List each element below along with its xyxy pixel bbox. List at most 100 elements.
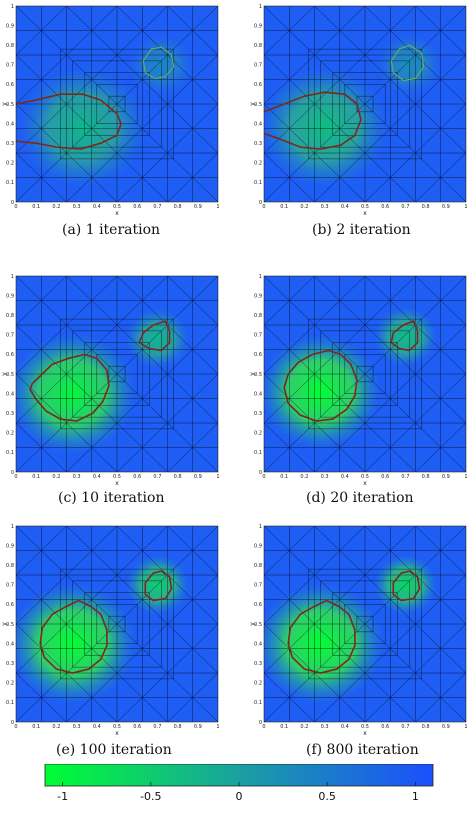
- y-tick-label: 0.1: [6, 180, 14, 186]
- y-tick-label: 0.5: [254, 622, 262, 628]
- y-tick-label: 1: [259, 524, 262, 530]
- y-tick-label: 0: [11, 200, 14, 206]
- x-tick-label: 0.2: [300, 724, 308, 730]
- interface-1: [283, 349, 358, 422]
- axes-frame: [263, 275, 467, 473]
- y-tick-label: 0.1: [6, 450, 14, 456]
- mesh: [16, 6, 218, 202]
- caption-f: (f) 800 iteration: [306, 742, 419, 758]
- x-tick-label: 0.7: [401, 204, 409, 210]
- x-tick-label: 0.8: [174, 474, 182, 480]
- plot-a: 0 0.1 0.2 0.3 0.4 0.5 0.6 0.7 0.8 0.9 1 0 0.1 0.2 0.3 0…: [1, 4, 220, 217]
- y-axis-label: y: [249, 372, 256, 376]
- phase-blob1: [16, 334, 136, 454]
- y-tick-label: 0.3: [254, 411, 262, 417]
- mesh: [16, 526, 218, 722]
- panel-c: 0 0.1 0.2 0.3 0.4 0.5 0.6 0.7 0.8 0.9 1 0 0.1 0.2 0.3 0…: [1, 270, 224, 488]
- x-tick-label: 0.1: [32, 724, 40, 730]
- y-tick-label: 0.1: [6, 700, 14, 706]
- y-tick-label: 0.7: [6, 63, 14, 69]
- x-tick-label: 0.8: [174, 724, 182, 730]
- y-tick-label: 0.2: [254, 431, 262, 437]
- x-tick-label: 0.4: [341, 724, 349, 730]
- y-tick-label: 0.7: [6, 583, 14, 589]
- interface-2: [390, 44, 425, 82]
- axes-frame: [15, 275, 219, 473]
- phase-blob2: [374, 307, 437, 367]
- y-tick-label: 0.2: [6, 681, 14, 687]
- x-tick-label: 0.8: [174, 204, 182, 210]
- x-tick-label: 0.5: [113, 474, 121, 480]
- y-tick-label: 0.1: [254, 180, 262, 186]
- caption-b: (b) 2 iteration: [312, 222, 411, 238]
- y-tick-label: 0.4: [254, 391, 262, 397]
- y-tick-label: 0.5: [254, 102, 262, 108]
- x-tick-label: 0: [262, 724, 265, 730]
- axes-frame: [263, 525, 467, 723]
- plot-b: 0 0.1 0.2 0.3 0.4 0.5 0.6 0.7 0.8 0.9 1 0 0.1 0.2 0.3 0…: [249, 4, 468, 217]
- x-axis-label: x: [115, 480, 119, 487]
- y-tick-label: 0.4: [254, 121, 262, 127]
- y-tick-label: 0.4: [6, 121, 14, 127]
- y-tick-label: 0: [11, 470, 14, 476]
- y-tick-label: 0.6: [6, 82, 14, 88]
- y-tick-label: 0.2: [6, 431, 14, 437]
- x-tick-label: 0.3: [73, 204, 81, 210]
- x-tick-label: 0.5: [361, 724, 369, 730]
- x-tick-label: 0.3: [321, 204, 329, 210]
- y-tick-label: 0.7: [254, 333, 262, 339]
- x-tick-label: 0.7: [401, 724, 409, 730]
- x-tick-label: 1: [464, 474, 467, 480]
- x-tick-label: 0.7: [153, 724, 161, 730]
- x-tick-label: 0.6: [133, 204, 141, 210]
- plot-d: 0 0.1 0.2 0.3 0.4 0.5 0.6 0.7 0.8 0.9 1 0 0.1 0.2 0.3 0…: [249, 274, 468, 487]
- y-tick-label: 1: [259, 274, 262, 280]
- x-tick-label: 0.5: [113, 204, 121, 210]
- x-tick-label: 0.2: [52, 724, 60, 730]
- y-axis-label: y: [249, 102, 256, 106]
- y-axis-label: y: [1, 372, 8, 376]
- y-tick-label: 0.6: [254, 602, 262, 608]
- interface-2: [142, 46, 175, 80]
- y-tick-label: 0.3: [254, 141, 262, 147]
- axes-frame: [263, 5, 467, 203]
- panel-a: 0 0.1 0.2 0.3 0.4 0.5 0.6 0.7 0.8 0.9 1 0 0.1 0.2 0.3 0…: [1, 0, 224, 218]
- y-tick-label: 1: [11, 4, 14, 10]
- interface-2: [390, 320, 419, 352]
- colorbar-tick-label: 1: [412, 790, 419, 803]
- y-tick-label: 0.9: [254, 293, 262, 299]
- x-tick-label: 1: [216, 474, 219, 480]
- y-tick-label: 0.3: [6, 141, 14, 147]
- x-tick-label: 0.8: [422, 204, 430, 210]
- x-axis-label: x: [363, 730, 367, 737]
- x-axis-label: x: [363, 210, 367, 217]
- x-tick-label: 0.2: [300, 474, 308, 480]
- y-tick-label: 0.5: [254, 372, 262, 378]
- y-tick-label: 0.1: [254, 700, 262, 706]
- x-axis-label: x: [115, 210, 119, 217]
- interface-2: [138, 320, 171, 352]
- y-axis-label: y: [1, 102, 8, 106]
- x-tick-label: 0.9: [194, 724, 202, 730]
- x-tick-label: 0.9: [442, 724, 450, 730]
- phase-blob1: [16, 584, 136, 704]
- y-tick-label: 0.5: [6, 102, 14, 108]
- x-tick-label: 0: [14, 474, 17, 480]
- x-tick-label: 0.5: [113, 724, 121, 730]
- y-axis-label: y: [1, 622, 8, 626]
- phase-blob1: [20, 68, 146, 188]
- x-tick-label: 0.6: [133, 474, 141, 480]
- y-tick-label: 0: [259, 470, 262, 476]
- y-tick-label: 1: [259, 4, 262, 10]
- y-tick-label: 0.1: [254, 450, 262, 456]
- y-tick-label: 0.8: [254, 43, 262, 49]
- y-tick-label: 0.9: [6, 23, 14, 29]
- colorbar: -1 -0.5 0 0.5 1: [44, 763, 434, 803]
- x-tick-label: 0.7: [153, 474, 161, 480]
- x-tick-label: 0: [14, 724, 17, 730]
- caption-e: (e) 100 iteration: [56, 742, 172, 758]
- y-tick-label: 0.7: [254, 63, 262, 69]
- x-axis-label: x: [363, 480, 367, 487]
- y-tick-label: 0: [259, 200, 262, 206]
- y-tick-label: 0.7: [254, 583, 262, 589]
